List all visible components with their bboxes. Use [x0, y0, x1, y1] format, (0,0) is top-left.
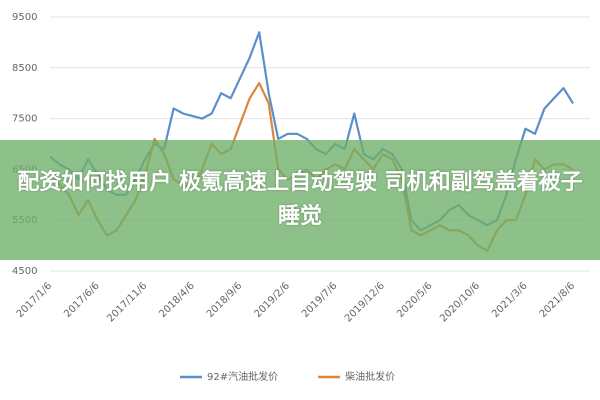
banner: 配资如何找用户 极氪高速上自动驾驶 司机和副驾盖着被子睡觉	[0, 140, 600, 260]
legend-label: 92#汽油批发价	[207, 370, 278, 383]
x-tick-label: 2018/4/6	[157, 280, 197, 320]
x-tick-label: 2019/12/6	[343, 280, 387, 324]
x-tick-label: 2021/3/6	[490, 280, 530, 320]
x-tick-label: 2018/9/6	[205, 280, 245, 320]
x-tick-label: 2019/7/6	[300, 280, 340, 320]
x-tick-label: 2020/10/6	[438, 280, 482, 324]
legend-label: 柴油批发价	[345, 370, 395, 383]
x-tick-label: 2021/8/6	[538, 280, 578, 320]
x-tick-label: 2019/2/6	[252, 280, 292, 320]
y-tick-label: 7500	[12, 114, 37, 125]
y-tick-label: 9500	[12, 12, 37, 23]
annotation: 配资如何找用户 极氪高速上自动驾驶 司机和副驾盖着被子睡觉	[17, 170, 583, 229]
x-tick-label: 2017/1/6	[15, 280, 55, 320]
x-tick-label: 2020/5/6	[395, 280, 435, 320]
x-tick-label: 2017/11/6	[105, 280, 149, 324]
y-tick-label: 4500	[12, 266, 37, 277]
x-tick-label: 2017/6/6	[62, 280, 102, 320]
y-tick-label: 8500	[12, 63, 37, 74]
